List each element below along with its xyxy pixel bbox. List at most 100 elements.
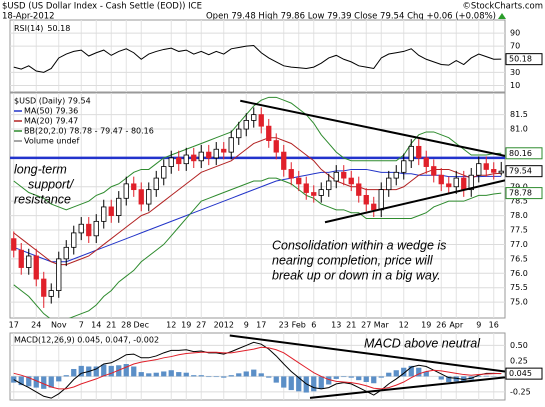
candle-body [146, 189, 152, 205]
x-tick-label: 21 [346, 321, 356, 330]
value-box [505, 53, 543, 66]
candle-body [183, 154, 189, 165]
x-tick-label: 28 [121, 321, 131, 330]
histogram-bar [18, 376, 24, 386]
y-tick-label: 78.5 [510, 197, 528, 206]
x-tick-label: 19 [421, 321, 431, 330]
histogram-bar [483, 375, 489, 377]
macd-legend: MACD(12,26,9) 0.045, 0.047, -0.002 [14, 336, 159, 345]
histogram-bar [258, 373, 264, 377]
x-tick-label: Apr [449, 321, 464, 330]
histogram-bar [266, 376, 272, 378]
y-tick-label: 75.5 [510, 283, 528, 292]
candle-body [251, 114, 257, 121]
y-tick-label: 77.0 [510, 240, 528, 249]
histogram-bar [341, 376, 347, 378]
histogram-bar [251, 369, 257, 377]
candle-body [288, 169, 294, 179]
histogram-bar [176, 372, 182, 377]
candle-body [236, 128, 242, 139]
x-tick-label: Nov [51, 321, 67, 330]
histogram-bar [446, 376, 452, 383]
histogram-bar [303, 376, 309, 393]
candle-body [476, 163, 482, 176]
value-box [505, 367, 543, 380]
x-tick-label: Feb [292, 321, 306, 330]
histogram-bar [108, 365, 114, 377]
y-tick-label: 79.0 [510, 182, 528, 191]
y-tick-label: 0.25 [510, 356, 528, 365]
moving-average [13, 137, 502, 266]
candle-body [198, 151, 204, 162]
histogram-bar [63, 375, 69, 377]
x-tick-label: 12 [166, 321, 176, 330]
x-tick-label: 13 [331, 321, 341, 330]
value-box-label: 0.045 [509, 369, 532, 378]
annotation: support/ [28, 177, 75, 191]
histogram-bar [191, 375, 197, 377]
histogram-bar [48, 376, 54, 388]
histogram-bar [393, 370, 399, 377]
histogram-bar [56, 376, 62, 382]
chart-title: $USD (US Dollar Index - Cash Settle (EOD… [2, 2, 202, 12]
histogram-bar [206, 376, 212, 378]
y-tick-label: 10 [510, 81, 520, 90]
histogram-bar [131, 366, 137, 377]
candle-body [393, 171, 399, 179]
histogram-bar [401, 367, 407, 377]
x-tick-label: Dec [134, 321, 149, 330]
candle-body [191, 154, 197, 162]
panel-frame [9, 19, 506, 93]
candle-body [116, 197, 122, 216]
histogram-bar [416, 367, 422, 377]
y-tick-label: 70 [510, 42, 520, 51]
candle-body [296, 177, 302, 185]
histogram-bar [408, 365, 414, 377]
trend-line [324, 179, 505, 224]
candle-body [101, 206, 107, 222]
histogram-bar [348, 376, 354, 378]
candle-body [78, 223, 84, 234]
histogram-bar [11, 376, 17, 383]
y-tick-label: 76.5 [510, 254, 528, 263]
candle-body [356, 183, 362, 196]
credit: ©StockCharts.com [462, 2, 543, 12]
histogram-bar [333, 376, 339, 379]
candle-body [341, 171, 347, 179]
histogram-bar [311, 376, 317, 392]
histogram-bar [198, 375, 204, 377]
histogram-bar [213, 376, 219, 378]
candle-body [401, 160, 407, 173]
x-tick-label: 16 [489, 321, 499, 330]
histogram-bar [78, 365, 84, 377]
x-tick-label: 12 [399, 321, 409, 330]
panel-plot [11, 334, 505, 399]
histogram-bar [288, 376, 294, 391]
x-tick-label: 7 [79, 321, 84, 330]
value-box-label: 50.18 [509, 55, 532, 64]
histogram-bar [138, 372, 144, 377]
candle-body [386, 177, 392, 191]
y-tick-label: 81.0 [510, 125, 528, 134]
y-tick-label: 78.0 [510, 211, 528, 220]
histogram-bar [356, 376, 362, 381]
candle-body [363, 195, 369, 205]
histogram-bar [116, 365, 122, 377]
up-arrow [498, 13, 506, 19]
candle-body [318, 189, 324, 196]
panel-plot [13, 45, 502, 73]
candle-body [153, 177, 159, 191]
histogram-bar [168, 370, 174, 377]
histogram-bar [33, 376, 39, 388]
candle-body [243, 120, 249, 130]
x-tick-label: 2012 [214, 321, 234, 330]
x-tick-label: 6 [311, 321, 316, 330]
candle-body [371, 203, 377, 211]
histogram-bar [161, 371, 167, 377]
x-tick-label: 17 [9, 321, 19, 330]
y-tick-label: 90 [510, 29, 520, 38]
rsi-value: 50.18 [47, 24, 70, 33]
value-box [505, 187, 543, 200]
